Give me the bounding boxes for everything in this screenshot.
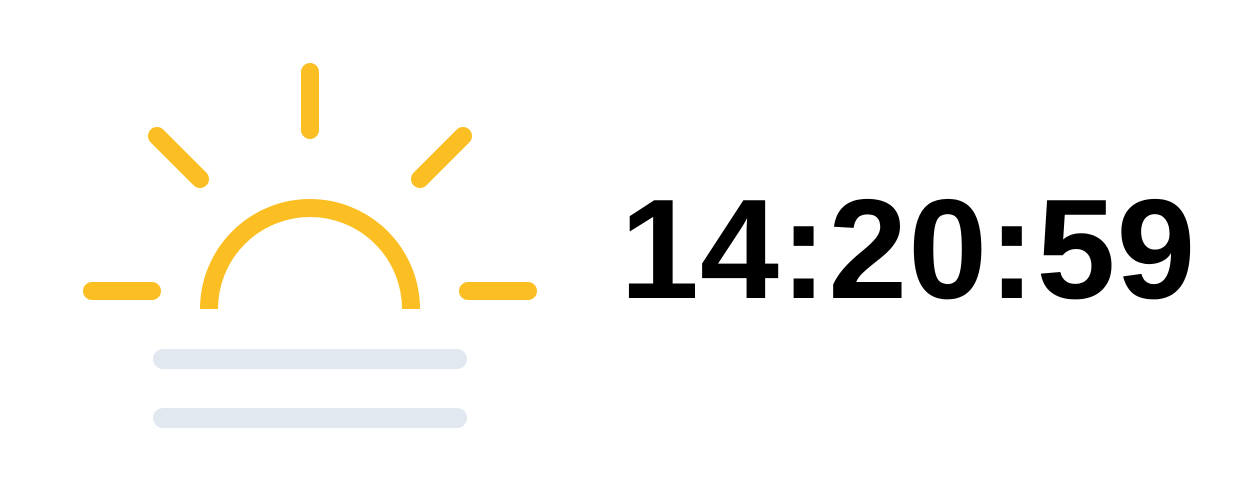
sun-half-circle: [200, 199, 420, 310]
sunrise-fog-icon: [60, 50, 560, 450]
sun-ray-upper-left: [148, 127, 209, 188]
sun-ray-upper-right: [411, 127, 472, 188]
clock-time: 14:20:59: [620, 170, 1197, 329]
sunrise-fog-graphic: [83, 63, 537, 428]
